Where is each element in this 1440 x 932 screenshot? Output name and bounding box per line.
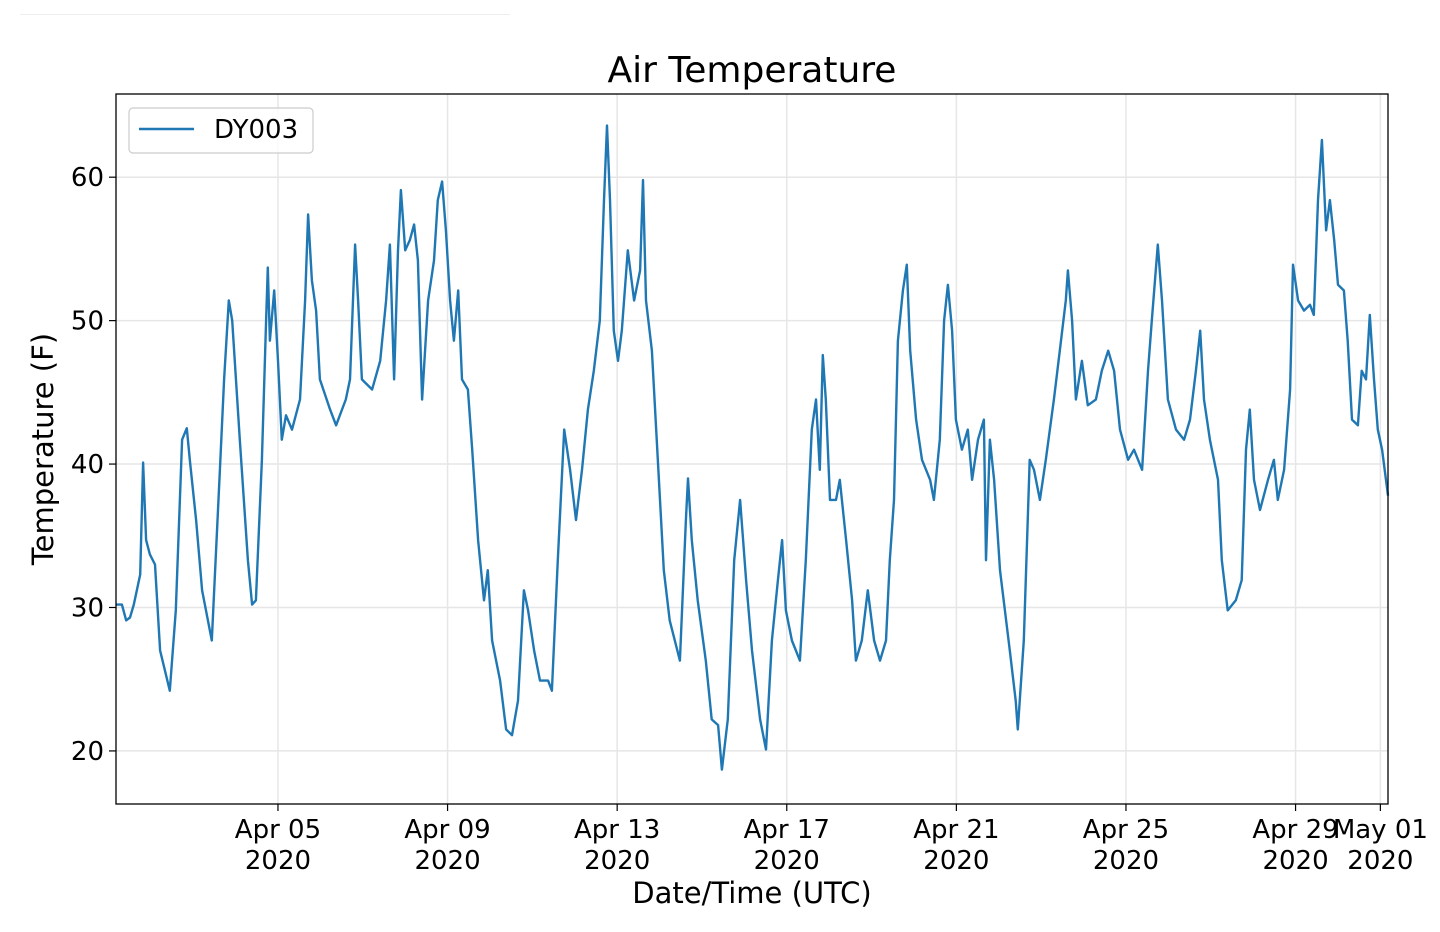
y-axis: 20 30 40 50 60 — [71, 163, 116, 767]
x-tick-label: 2020 — [1347, 846, 1413, 876]
x-tick-label: 2020 — [245, 846, 311, 876]
x-tick-label: 2020 — [923, 846, 989, 876]
x-tick-label: 2020 — [1262, 846, 1328, 876]
x-tick-label: Apr 29 — [1252, 815, 1338, 845]
chart-title: Air Temperature — [608, 50, 897, 91]
x-tick-label: Apr 21 — [913, 815, 999, 845]
x-tick-label: Apr 25 — [1083, 815, 1169, 845]
top-divider — [20, 14, 510, 15]
x-tick-label: May 01 — [1333, 815, 1428, 845]
x-tick-label: 2020 — [754, 846, 820, 876]
x-tick-label: Apr 05 — [235, 815, 321, 845]
y-tick-label: 20 — [71, 737, 104, 767]
x-tick-label: Apr 17 — [744, 815, 830, 845]
grid-lines — [116, 94, 1388, 804]
plot-frame — [115, 93, 1389, 805]
x-tick-label: 2020 — [414, 846, 480, 876]
legend-label-dy003: DY003 — [214, 115, 298, 145]
y-tick-label: 60 — [71, 163, 104, 193]
x-axis-label: Date/Time (UTC) — [632, 876, 871, 910]
y-tick-label: 50 — [71, 307, 104, 337]
series-layer — [116, 124, 1390, 771]
x-tick-label: Apr 13 — [574, 815, 660, 845]
legend-box — [128, 107, 314, 154]
x-tick-label: 2020 — [584, 846, 650, 876]
legend: DY003 — [128, 107, 314, 154]
x-tick-label: 2020 — [1093, 846, 1159, 876]
y-axis-label: Temperature (F) — [26, 333, 60, 566]
series-line-dy003 — [116, 124, 1390, 771]
x-tick-label: Apr 09 — [404, 815, 490, 845]
y-tick-label: 30 — [71, 593, 104, 623]
y-tick-label: 40 — [71, 450, 104, 480]
